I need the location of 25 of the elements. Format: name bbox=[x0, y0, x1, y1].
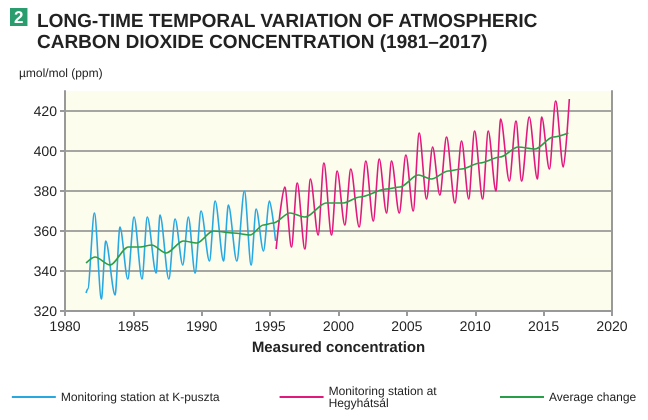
x-tick-label: 2010 bbox=[460, 318, 492, 334]
y-tick-label: 340 bbox=[34, 263, 58, 279]
y-tick-label: 420 bbox=[34, 103, 58, 119]
x-tick-label: 1985 bbox=[118, 318, 150, 334]
y-axis-title: µmol/mol (ppm) bbox=[19, 66, 103, 80]
x-tick-label: 2015 bbox=[528, 318, 560, 334]
line-series bbox=[85, 190, 276, 300]
line-series bbox=[275, 98, 570, 250]
x-tick-label: 1980 bbox=[49, 318, 81, 334]
x-tick-label: 1995 bbox=[254, 318, 286, 334]
x-tick-label: 2000 bbox=[322, 318, 354, 334]
legend-label: Monitoring station at K-puszta bbox=[60, 390, 220, 404]
y-tick-label: 360 bbox=[34, 223, 58, 239]
legend-label: Average change bbox=[548, 390, 636, 404]
legend-label: Monitoring station at Hegyhátsál bbox=[328, 384, 440, 410]
y-tick-label: 400 bbox=[34, 143, 58, 159]
chart-title: LONG-TIME TEMPORAL VARIATION OF ATMOSPHERIC CARBON DIOXIDE CONCENTRATION (1981–2017) bbox=[37, 11, 543, 53]
y-tick-label: 380 bbox=[34, 183, 58, 199]
line-series bbox=[85, 132, 570, 266]
x-tick-label: 2020 bbox=[596, 318, 628, 334]
y-tick-label: 320 bbox=[34, 303, 58, 319]
text: 2 bbox=[14, 8, 24, 27]
x-axis-title: Measured concentration bbox=[252, 339, 426, 356]
x-tick-label: 1990 bbox=[186, 318, 218, 334]
x-tick-label: 2005 bbox=[391, 318, 423, 334]
